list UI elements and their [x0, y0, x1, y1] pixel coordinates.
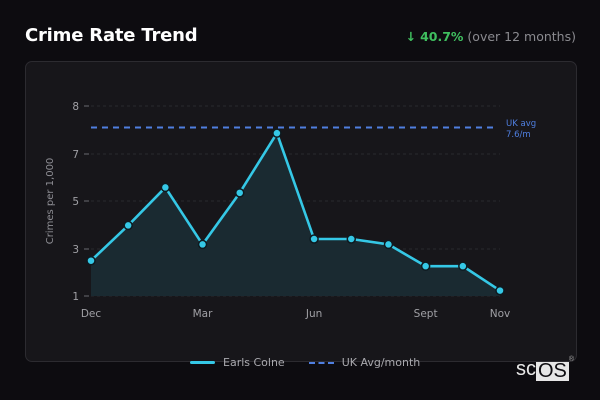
- logo-text-sc: sc: [516, 358, 536, 380]
- y-axis-label: Crimes per 1,000: [45, 158, 56, 245]
- data-point[interactable]: [495, 285, 505, 296]
- data-point[interactable]: [383, 239, 394, 250]
- y-tick-label: 7: [72, 149, 79, 161]
- x-tick-label: Nov: [490, 308, 511, 320]
- legend-item-series[interactable]: Earls Colne: [190, 356, 285, 369]
- y-tick-label: 5: [72, 196, 79, 208]
- x-tick-label: Mar: [193, 308, 213, 320]
- solid-line-icon: [190, 361, 215, 364]
- data-point[interactable]: [197, 239, 208, 250]
- page-title: Crime Rate Trend: [25, 25, 198, 46]
- y-tick-label: 1: [72, 291, 79, 303]
- data-point[interactable]: [309, 234, 319, 244]
- uk-avg-annotation-value: 7.6/m: [506, 130, 531, 140]
- data-point[interactable]: [420, 261, 431, 271]
- data-point[interactable]: [346, 234, 357, 244]
- series-area: [91, 133, 500, 296]
- y-tick-label: 3: [72, 244, 79, 256]
- data-point[interactable]: [458, 261, 468, 271]
- series-line: [90, 131, 501, 292]
- down-arrow-icon: ↓: [405, 29, 417, 44]
- legend-item-avg[interactable]: UK Avg/month: [308, 356, 421, 369]
- change-period: (over 12 months): [467, 29, 576, 44]
- dashed-line-icon: [308, 361, 334, 364]
- legend-series-label: Earls Colne: [223, 356, 285, 369]
- data-point[interactable]: [86, 255, 96, 266]
- legend-avg-label: UK Avg/month: [341, 356, 421, 369]
- data-point[interactable]: [234, 188, 245, 198]
- data-point[interactable]: [160, 182, 171, 193]
- change-indicator: ↓ 40.7% (over 12 months): [406, 29, 576, 44]
- x-tick-label: Dec: [81, 308, 102, 320]
- logo-text-os: OS: [536, 360, 569, 382]
- y-tick-label: 8: [72, 101, 79, 113]
- x-tick-label: Jun: [305, 308, 322, 320]
- data-point[interactable]: [123, 220, 133, 231]
- change-percent: 40.7%: [420, 29, 464, 44]
- scos-logo: sc OS ®: [516, 356, 575, 382]
- chart-legend: Earls Colne UK Avg/month: [190, 356, 444, 369]
- uk-avg-annotation: UK avg: [506, 119, 536, 129]
- x-tick-label: Sept: [414, 308, 438, 320]
- registered-mark: ®: [568, 356, 575, 363]
- data-point[interactable]: [272, 128, 282, 138]
